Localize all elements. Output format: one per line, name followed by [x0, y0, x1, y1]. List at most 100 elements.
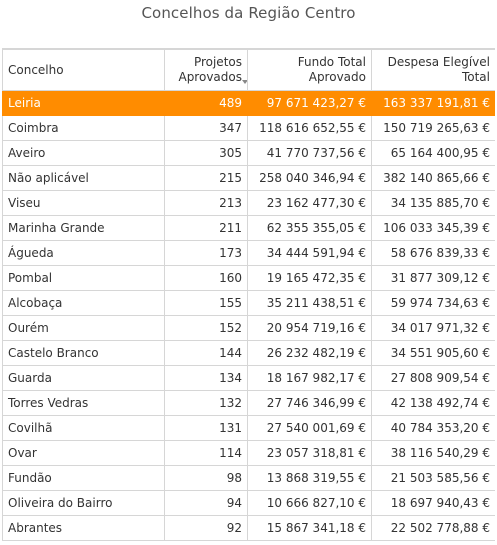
cell-fundo: 34 444 591,94 €: [247, 240, 372, 266]
cell-concelho: Covilhã: [2, 415, 165, 441]
table-header-row: Concelho Projetos Aprovados Fundo Total …: [2, 49, 495, 91]
cell-despesa: 106 033 345,39 €: [371, 215, 495, 241]
table-row[interactable]: Fundão 98 13 868 319,55 €21 503 585,56 €: [2, 465, 495, 491]
cell-concelho: Marinha Grande: [2, 215, 165, 241]
cell-projetos: 305: [164, 140, 248, 166]
table-row[interactable]: Viseu 213 23 162 477,30 €34 135 885,70 €: [2, 190, 495, 216]
cell-fundo: 20 954 719,16 €: [247, 315, 372, 341]
cell-concelho: Fundão: [2, 465, 165, 491]
cell-fundo: 26 232 482,19 €: [247, 340, 372, 366]
data-table-container[interactable]: Concelho Projetos Aprovados Fundo Total …: [2, 48, 495, 545]
cell-despesa: 65 164 400,95 €: [371, 140, 495, 166]
column-header-label: Aprovados: [178, 70, 242, 84]
table-row[interactable]: Ovar 114 23 057 318,81 €38 116 540,29 €: [2, 440, 495, 466]
cell-despesa: 59 974 734,63 €: [371, 290, 495, 316]
table-row[interactable]: Ourém 152 20 954 719,16 €34 017 971,32 €: [2, 315, 495, 341]
cell-despesa: 58 676 839,33 €: [371, 240, 495, 266]
cell-despesa: 31 877 309,12 €: [371, 265, 495, 291]
cell-projetos: 134: [164, 365, 248, 391]
cell-fundo: 97 671 423,27 €: [247, 90, 372, 116]
cell-fundo: 23 057 318,81 €: [247, 440, 372, 466]
cell-despesa: 38 116 540,29 €: [371, 440, 495, 466]
table-row[interactable]: Torres Vedras 132 27 746 346,99 €42 138 49…: [2, 390, 495, 416]
table-row[interactable]: Aveiro 305 41 770 737,56 €65 164 400,95 €: [2, 140, 495, 166]
cell-concelho: Abrantes: [2, 515, 165, 541]
cell-projetos: 98: [164, 465, 248, 491]
cell-concelho: Castelo Branco: [2, 340, 165, 366]
cell-despesa: 150 719 265,63 €: [371, 115, 495, 141]
cell-concelho: Guarda: [2, 365, 165, 391]
cell-despesa: 42 138 492,74 €: [371, 390, 495, 416]
cell-despesa: 18 697 940,43 €: [371, 490, 495, 516]
cell-fundo: 15 867 341,18 €: [247, 515, 372, 541]
column-header-fundo[interactable]: Fundo Total Aprovado: [247, 49, 372, 91]
table-row[interactable]: Águeda 173 34 444 591,94 €58 676 839,33 €: [2, 240, 495, 266]
cell-fundo: 118 616 652,55 €: [247, 115, 372, 141]
table-row[interactable]: Não aplicável 215 258 040 346,94 €382 140 …: [2, 165, 495, 191]
cell-concelho: Ourém: [2, 315, 165, 341]
table-row[interactable]: Guarda 134 18 167 982,17 €27 808 909,54 €: [2, 365, 495, 391]
cell-projetos: 160: [164, 265, 248, 291]
cell-concelho: Torres Vedras: [2, 390, 165, 416]
column-header-label: Fundo Total: [297, 55, 366, 69]
cell-despesa: 40 784 353,20 €: [371, 415, 495, 441]
cell-despesa: 22 502 778,88 €: [371, 515, 495, 541]
concelhos-table: Concelho Projetos Aprovados Fundo Total …: [2, 49, 495, 541]
cell-despesa: 34 135 885,70 €: [371, 190, 495, 216]
cell-despesa: 382 140 865,66 €: [371, 165, 495, 191]
cell-projetos: 131: [164, 415, 248, 441]
page-title: Concelhos da Região Centro: [141, 4, 356, 22]
table-row[interactable]: Pombal 160 19 165 472,35 €31 877 309,12 €: [2, 265, 495, 291]
table-body: Leiria 489 97 671 423,27 €163 337 191,81 €…: [2, 90, 495, 541]
cell-concelho: Águeda: [2, 240, 165, 266]
cell-concelho: Coimbra: [2, 115, 165, 141]
table-row[interactable]: Covilhã 131 27 540 001,69 €40 784 353,20 €: [2, 415, 495, 441]
cell-despesa: 34 017 971,32 €: [371, 315, 495, 341]
table-row[interactable]: Leiria 489 97 671 423,27 €163 337 191,81 €: [2, 90, 495, 116]
column-header-label: Despesa Elegível: [387, 55, 490, 69]
cell-fundo: 19 165 472,35 €: [247, 265, 372, 291]
cell-concelho: Não aplicável: [2, 165, 165, 191]
cell-concelho: Aveiro: [2, 140, 165, 166]
table-row[interactable]: Abrantes 92 15 867 341,18 €22 502 778,88 €: [2, 515, 495, 541]
cell-projetos: 92: [164, 515, 248, 541]
sort-descending-icon[interactable]: [242, 80, 247, 84]
cell-concelho: Oliveira do Bairro: [2, 490, 165, 516]
column-header-despesa[interactable]: Despesa Elegível Total: [371, 49, 495, 91]
cell-projetos: 155: [164, 290, 248, 316]
cell-fundo: 18 167 982,17 €: [247, 365, 372, 391]
cell-fundo: 41 770 737,56 €: [247, 140, 372, 166]
cell-concelho: Viseu: [2, 190, 165, 216]
column-header-concelho[interactable]: Concelho: [2, 49, 165, 91]
cell-fundo: 27 746 346,99 €: [247, 390, 372, 416]
cell-projetos: 94: [164, 490, 248, 516]
cell-projetos: 114: [164, 440, 248, 466]
cell-fundo: 62 355 355,05 €: [247, 215, 372, 241]
cell-concelho: Pombal: [2, 265, 165, 291]
cell-fundo: 23 162 477,30 €: [247, 190, 372, 216]
cell-projetos: 215: [164, 165, 248, 191]
cell-projetos: 173: [164, 240, 248, 266]
cell-projetos: 211: [164, 215, 248, 241]
cell-projetos: 489: [164, 90, 248, 116]
cell-fundo: 35 211 438,51 €: [247, 290, 372, 316]
cell-despesa: 27 808 909,54 €: [371, 365, 495, 391]
table-row[interactable]: Marinha Grande 211 62 355 355,05 €106 033 …: [2, 215, 495, 241]
cell-projetos: 132: [164, 390, 248, 416]
column-header-label: Concelho: [8, 62, 64, 77]
table-row[interactable]: Coimbra 347 118 616 652,55 €150 719 265,63…: [2, 115, 495, 141]
column-header-label: Total: [461, 70, 490, 84]
cell-fundo: 10 666 827,10 €: [247, 490, 372, 516]
table-row[interactable]: Alcobaça 155 35 211 438,51 €59 974 734,63 …: [2, 290, 495, 316]
cell-projetos: 347: [164, 115, 248, 141]
cell-concelho: Leiria: [2, 90, 165, 116]
column-header-projetos[interactable]: Projetos Aprovados: [164, 49, 248, 91]
cell-fundo: 27 540 001,69 €: [247, 415, 372, 441]
cell-projetos: 152: [164, 315, 248, 341]
cell-fundo: 13 868 319,55 €: [247, 465, 372, 491]
table-row[interactable]: Oliveira do Bairro 94 10 666 827,10 €18 69…: [2, 490, 495, 516]
table-row[interactable]: Castelo Branco 144 26 232 482,19 €34 551 9…: [2, 340, 495, 366]
cell-fundo: 258 040 346,94 €: [247, 165, 372, 191]
cell-despesa: 21 503 585,56 €: [371, 465, 495, 491]
cell-projetos: 144: [164, 340, 248, 366]
